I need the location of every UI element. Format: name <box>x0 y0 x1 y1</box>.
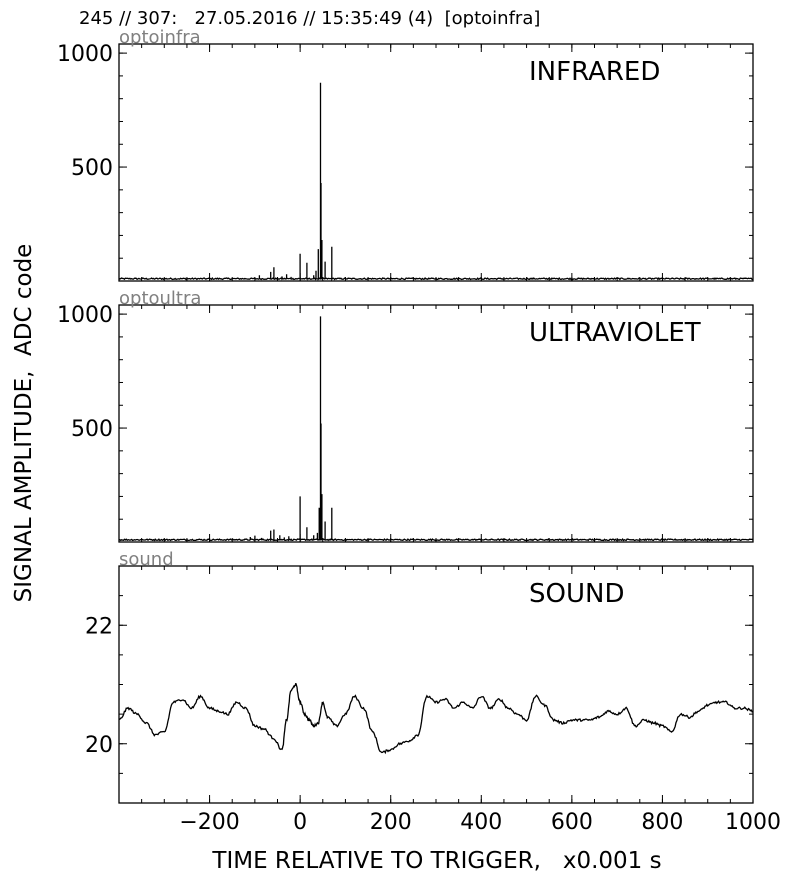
y-tick-label: 1000 <box>57 42 113 67</box>
x-tick-label: 800 <box>641 810 683 835</box>
axes-frame <box>118 565 754 804</box>
panel-title: INFRARED <box>529 57 660 87</box>
x-tick-label: 0 <box>293 810 307 835</box>
corner-label: sound <box>119 549 174 570</box>
series-line <box>118 316 754 542</box>
y-tick-label: 500 <box>71 417 113 442</box>
panel-title: ULTRAVIOLET <box>529 318 701 348</box>
x-tick-label: 400 <box>460 810 502 835</box>
series-line <box>118 82 753 282</box>
axes-frame <box>118 304 754 543</box>
y-tick-label: 22 <box>85 614 113 639</box>
x-tick-label: −200 <box>179 810 239 835</box>
y-tick-label: 500 <box>71 156 113 181</box>
x-tick-label: 200 <box>370 810 412 835</box>
y-tick-label: 20 <box>85 733 113 758</box>
series-line <box>118 682 754 755</box>
corner-label: optoinfra <box>119 27 201 48</box>
y-tick-label: 1000 <box>57 303 113 328</box>
figure-title: 245 // 307: 27.05.2016 // 15:35:49 (4) [… <box>79 8 541 29</box>
corner-label: optoultra <box>119 288 201 309</box>
x-axis-label: TIME RELATIVE TO TRIGGER, x0.001 s <box>212 848 662 874</box>
x-tick-label: 600 <box>551 810 593 835</box>
axes-frame <box>118 43 754 282</box>
panel-title: SOUND <box>529 579 624 609</box>
x-tick-label: 1000 <box>725 810 781 835</box>
